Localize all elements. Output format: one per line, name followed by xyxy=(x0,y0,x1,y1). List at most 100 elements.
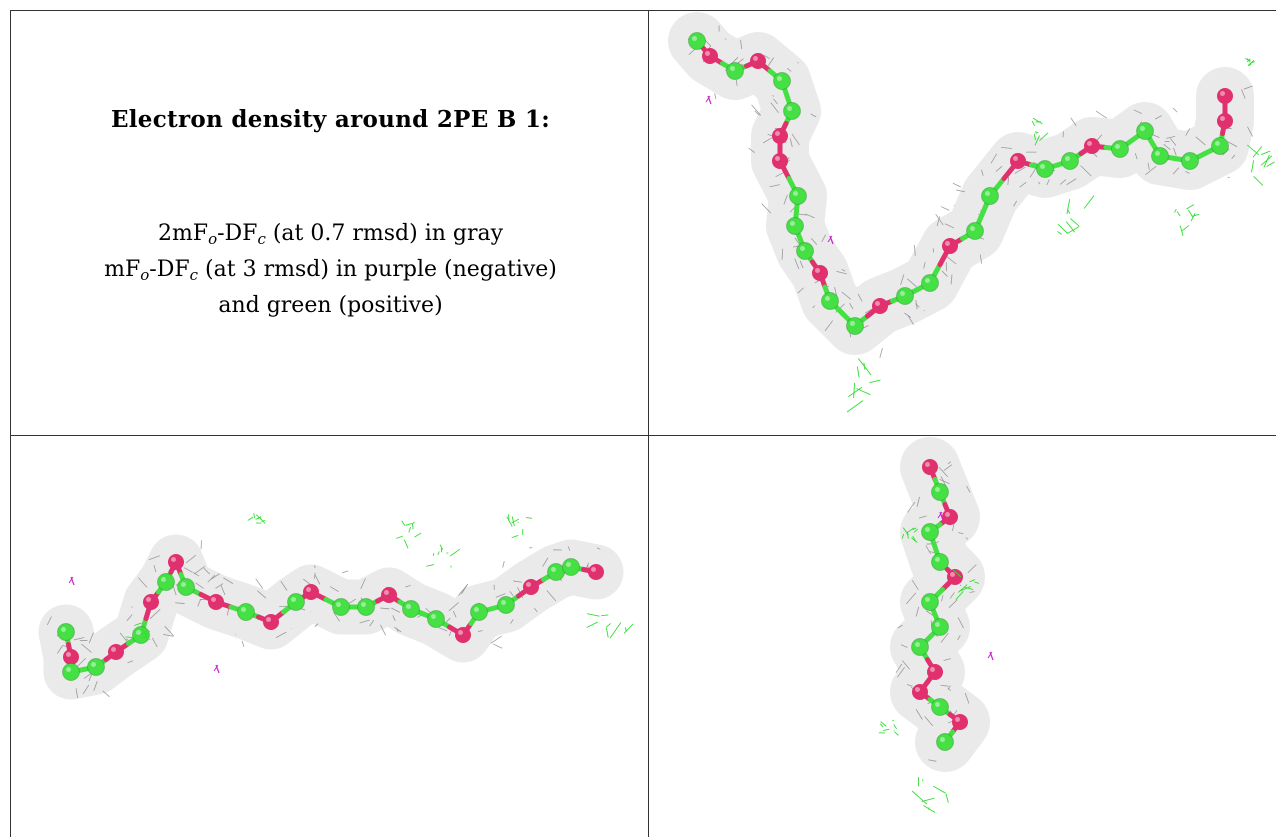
atom-highlight xyxy=(935,557,940,562)
carbon-atom xyxy=(726,62,744,80)
density-mesh-positive xyxy=(125,513,634,642)
figure-title: Electron density around 2PE B 1: xyxy=(110,106,551,133)
atom-highlight xyxy=(1155,151,1160,156)
carbon-atom xyxy=(87,658,105,676)
carbon-atom xyxy=(789,187,807,205)
table-divider-horizontal xyxy=(10,435,1276,436)
atom-highlight xyxy=(793,191,798,196)
carbon-atom xyxy=(921,523,939,541)
atom-highlight xyxy=(925,527,930,532)
atom-highlight xyxy=(526,582,531,587)
density-mesh-positive xyxy=(878,527,980,813)
carbon-atom xyxy=(773,72,791,90)
atom-highlight xyxy=(825,296,830,301)
oxygen-atom xyxy=(588,564,604,580)
oxygen-atom xyxy=(1010,153,1026,169)
atom-highlight xyxy=(950,572,955,577)
atom-highlight xyxy=(1013,156,1018,161)
oxygen-atom xyxy=(168,554,184,570)
atom-highlight xyxy=(474,607,479,612)
atom-highlight xyxy=(692,36,697,41)
carbon-atom xyxy=(911,638,929,656)
oxygen-atom xyxy=(772,128,788,144)
carbon-atom xyxy=(1151,147,1169,165)
atom-highlight xyxy=(925,597,930,602)
atom-highlight xyxy=(945,241,950,246)
oxygen-atom xyxy=(927,664,943,680)
atom-highlight xyxy=(915,642,920,647)
carbon-atom xyxy=(783,102,801,120)
atom-highlight xyxy=(161,577,166,582)
atom-highlight xyxy=(1140,126,1145,131)
atom-highlight xyxy=(66,652,71,657)
oxygen-atom xyxy=(381,587,397,603)
atom-highlight xyxy=(146,597,151,602)
oxygen-atom xyxy=(523,579,539,595)
view-top-right xyxy=(650,11,1276,434)
atom-highlight xyxy=(790,221,795,226)
oxygen-atom xyxy=(303,584,319,600)
oxygen-atom xyxy=(208,594,224,610)
carbon-atom xyxy=(177,578,195,596)
carbon-atom xyxy=(931,553,949,571)
carbon-atom xyxy=(1136,122,1154,140)
atom-highlight xyxy=(1220,91,1225,96)
oxygen-atom xyxy=(942,238,958,254)
density-mesh-positive xyxy=(846,58,1275,413)
atom-highlight xyxy=(181,582,186,587)
atom-highlight xyxy=(1040,164,1045,169)
table-divider-vertical xyxy=(648,10,649,837)
atom-highlight xyxy=(935,622,940,627)
carbon-atom xyxy=(966,222,984,240)
atom-highlight xyxy=(787,106,792,111)
atom-highlight xyxy=(775,131,780,136)
oxygen-atom xyxy=(947,569,963,585)
oxygen-atom xyxy=(772,153,788,169)
table-border-top xyxy=(10,10,1276,11)
atom-highlight xyxy=(1087,141,1092,146)
oxygen-atom xyxy=(912,684,928,700)
atom-highlight xyxy=(940,737,945,742)
carbon-atom xyxy=(921,274,939,292)
oxygen-atom xyxy=(143,594,159,610)
caption-cell: Electron density around 2PE B 1: 2mFo-DF… xyxy=(12,11,649,435)
atom-highlight xyxy=(458,630,463,635)
carbon-atom xyxy=(357,598,375,616)
carbon-atom xyxy=(157,573,175,591)
atom-highlight xyxy=(775,156,780,161)
atom-highlight xyxy=(266,617,271,622)
carbon-atom xyxy=(981,187,999,205)
atom-highlight xyxy=(211,597,216,602)
atom-highlight xyxy=(361,602,366,607)
carbon-atom xyxy=(547,563,565,581)
carbon-atom xyxy=(931,698,949,716)
atom-highlight xyxy=(171,557,176,562)
oxygen-atom xyxy=(750,53,766,69)
atom-highlight xyxy=(136,630,141,635)
ligand-2pe xyxy=(911,459,968,751)
map-legend: 2mFo-DFc (at 0.7 rmsd) in gray mFo-DFc (… xyxy=(12,216,649,324)
carbon-atom xyxy=(688,32,706,50)
density-mesh-2fofc xyxy=(38,534,624,700)
atom-highlight xyxy=(551,567,556,572)
carbon-atom xyxy=(287,593,305,611)
oxygen-atom xyxy=(942,509,958,525)
atom-highlight xyxy=(800,246,805,251)
atom-highlight xyxy=(1115,144,1120,149)
carbon-atom xyxy=(402,600,420,618)
atom-highlight xyxy=(705,51,710,56)
atom-highlight xyxy=(61,627,66,632)
atom-highlight xyxy=(777,76,782,81)
carbon-atom xyxy=(796,242,814,260)
carbon-atom xyxy=(1036,160,1054,178)
oxygen-atom xyxy=(455,627,471,643)
atom-highlight xyxy=(406,604,411,609)
carbon-atom xyxy=(786,217,804,235)
atom-highlight xyxy=(66,667,71,672)
view-bottom-left xyxy=(11,437,647,837)
carbon-atom xyxy=(57,623,75,641)
atom-highlight xyxy=(306,587,311,592)
oxygen-atom xyxy=(952,714,968,730)
oxygen-atom xyxy=(63,649,79,665)
density-render-top-right xyxy=(668,12,1275,413)
